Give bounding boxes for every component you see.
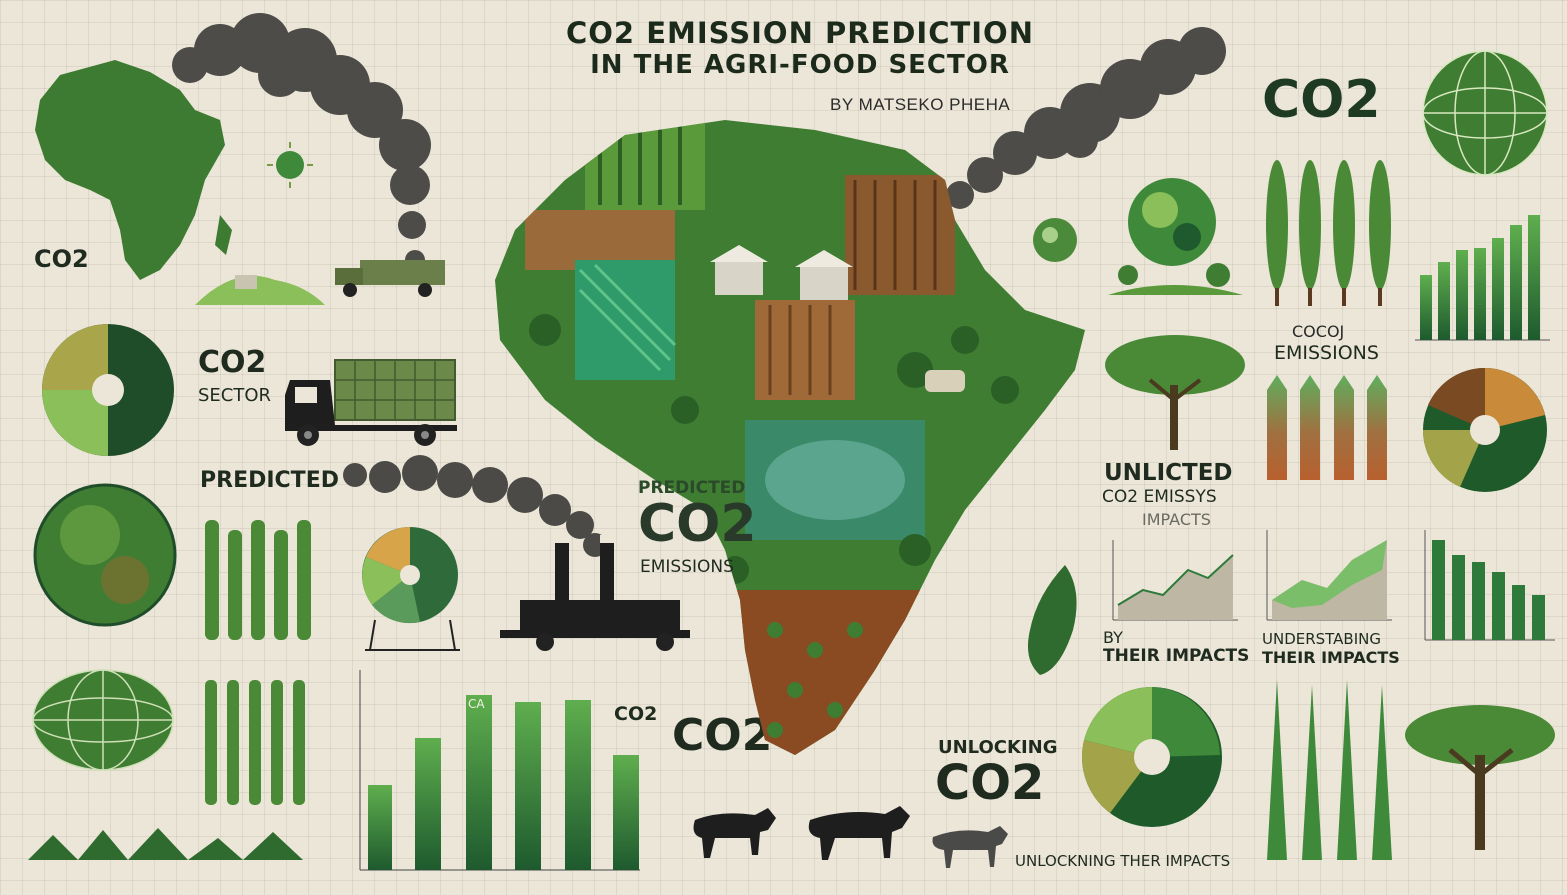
unlocking-label: UNLOCKING xyxy=(938,737,1058,758)
co2-chart-label: CO2 xyxy=(614,703,658,725)
globe-icon xyxy=(1422,50,1548,176)
bar-chart-icon xyxy=(1424,530,1555,641)
line-chart-icon xyxy=(1266,530,1392,621)
unlocking-co2-label: CO2 xyxy=(935,755,1045,811)
title-line-2: IN THE AGRI-FOOD SECTOR xyxy=(590,50,1010,80)
by-label: BY xyxy=(1103,628,1123,647)
tree-icon xyxy=(1267,680,1392,860)
unlocking-impacts-label: UNLOCKNING THER IMPACTS xyxy=(1015,852,1231,870)
emissions-right-label: EMISSIONS xyxy=(1274,342,1379,364)
byline: BY MATSEKO PHEHA xyxy=(830,95,1011,114)
cow-icon xyxy=(693,808,776,858)
tree-icon xyxy=(1266,160,1391,306)
globe-icon xyxy=(33,483,177,627)
tree-icon xyxy=(205,680,305,805)
smoke-cloud-icon xyxy=(343,455,607,557)
tree-icon xyxy=(1105,335,1245,450)
bar-value-label: CA xyxy=(468,697,485,711)
cow-icon xyxy=(808,806,910,860)
predicted-label: PREDICTED xyxy=(200,468,339,493)
smoke-cloud-icon xyxy=(946,27,1226,209)
tree-icon xyxy=(1108,263,1243,295)
emissions-center-label: EMISSIONS xyxy=(640,557,734,577)
understabing-label: UNDERSTABING xyxy=(1262,630,1381,648)
sun-icon xyxy=(267,142,313,188)
pie-chart-icon xyxy=(42,324,174,456)
cocoj-label: COCOJ xyxy=(1292,322,1345,341)
pie-chart-icon xyxy=(362,527,460,651)
impacts-label: IMPACTS xyxy=(1142,510,1211,529)
farm-barn-icon xyxy=(195,275,325,305)
island-icon xyxy=(1027,565,1077,675)
globe-icon xyxy=(1128,178,1216,266)
sector-label: SECTOR xyxy=(198,385,272,406)
cow-icon xyxy=(932,826,1008,868)
their-impacts-label-2: THEIR IMPACTS xyxy=(1262,648,1400,667)
page-title: CO2 EMISSION PREDICTION IN THE AGRI-FOOD… xyxy=(480,16,1120,80)
co2-top-right-label: CO2 xyxy=(1262,70,1381,130)
pie-chart-icon xyxy=(1081,686,1222,827)
bar-chart-icon xyxy=(1267,375,1387,480)
africa-map-icon xyxy=(35,60,232,280)
unlicted-label: UNLICTED xyxy=(1104,460,1233,486)
truck-icon xyxy=(285,359,457,446)
co2-label: CO2 xyxy=(34,245,89,273)
africa-map-icon xyxy=(495,120,1085,755)
unlicted-sub-label: CO2 EMISSYS xyxy=(1102,487,1217,507)
mountain-icon xyxy=(28,828,303,860)
truck-icon xyxy=(335,260,445,297)
pie-chart-icon xyxy=(1422,367,1547,492)
bar-chart-icon xyxy=(359,670,640,871)
globe-icon xyxy=(32,669,174,771)
smoke-cloud-icon xyxy=(172,13,431,270)
line-chart-icon xyxy=(1112,540,1238,621)
tree-icon xyxy=(205,520,311,640)
title-line-1: CO2 EMISSION PREDICTION xyxy=(566,16,1034,50)
tree-icon xyxy=(1405,705,1555,850)
globe-icon xyxy=(1033,218,1077,262)
predicted-center-label: PREDICTED xyxy=(638,478,746,498)
co2-sector-label: CO2 xyxy=(198,345,267,380)
bar-chart-icon xyxy=(1415,215,1550,341)
co2-bottom-label: CO2 xyxy=(672,710,773,761)
co2-center-label: CO2 xyxy=(638,494,757,554)
their-impacts-label: THEIR IMPACTS xyxy=(1103,646,1250,666)
factory-icon xyxy=(500,535,690,651)
